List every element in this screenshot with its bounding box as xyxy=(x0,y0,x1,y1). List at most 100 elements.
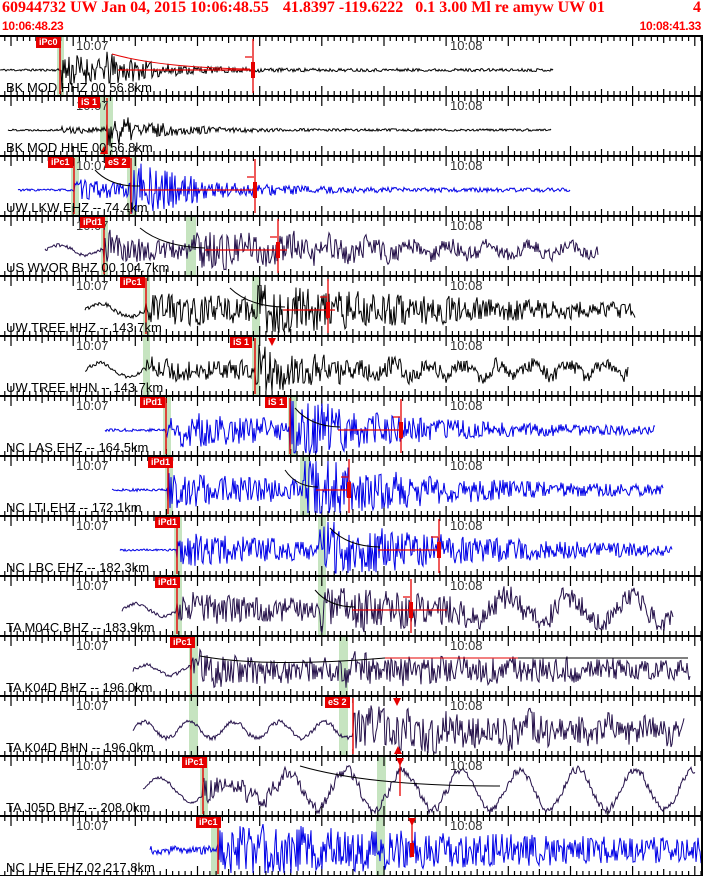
seismogram-trace xyxy=(104,400,656,455)
seismogram-trace xyxy=(84,344,629,392)
trace-row[interactable]: 10:07 10:08 iPd1 NC LTI EHZ -- 172.1km xyxy=(0,455,701,515)
pick-flag[interactable]: iPc1 xyxy=(170,637,195,648)
waveform-canvas[interactable] xyxy=(0,337,701,395)
seismogram-trace xyxy=(132,648,691,689)
time-tick-label: 10:08 xyxy=(450,638,483,653)
waveform-canvas[interactable] xyxy=(0,37,701,95)
time-window: 10:06:48.23 10:08:41.33 xyxy=(2,19,701,33)
waveform-canvas[interactable] xyxy=(0,577,701,635)
trace-row[interactable]: 10:07 10:08 iPc0 BK MOD HHZ 00 56.8km xyxy=(0,35,701,95)
pick-flag[interactable]: iPd1 xyxy=(80,217,106,228)
time-tick-label: 10:08 xyxy=(450,218,483,233)
station-label: US WVOR BHZ 00 104.7km xyxy=(6,260,170,275)
arrival-triangle-top[interactable] xyxy=(268,338,276,346)
coda-end-handle[interactable] xyxy=(251,62,255,78)
time-tick-label: 10:08 xyxy=(450,698,483,713)
bottom-tick-ruler xyxy=(4,746,701,755)
coda-end-handle[interactable] xyxy=(276,242,280,258)
seismogram-trace xyxy=(84,284,636,334)
seismogram-trace xyxy=(111,460,664,514)
pick-flag[interactable]: iPc0 xyxy=(36,37,61,48)
time-tick-label: 10:07 xyxy=(76,578,109,593)
bottom-tick-ruler xyxy=(4,86,701,95)
pick-flag[interactable]: iPd1 xyxy=(155,517,181,528)
pick-flag[interactable]: iPc1 xyxy=(120,277,145,288)
time-tick-label: 10:07 xyxy=(76,758,109,773)
trace-row[interactable]: 10:07 10:08 eS 2 TA K04D BHN -- 196.0km xyxy=(0,695,701,755)
trace-row[interactable]: 10:07 10:08 iPc1 UW TREE HHZ -- 143.7km xyxy=(0,275,701,335)
top-tick-ruler xyxy=(4,277,701,286)
coda-decay-curve xyxy=(294,407,341,428)
top-tick-ruler xyxy=(4,217,701,226)
waveform-canvas[interactable] xyxy=(0,277,701,335)
trace-row[interactable]: 10:07 10:08 iPc1 eS 2 UW LKW EHZ -- 74.4km xyxy=(0,155,701,215)
trace-row[interactable]: 10:07 10:08 iPd1 TA M04C BHZ -- 183.9km xyxy=(0,575,701,635)
time-tick-label: 10:07 xyxy=(76,398,109,413)
coda-decay-curve xyxy=(111,53,251,70)
pick-flag[interactable]: iS 1 xyxy=(78,97,101,108)
trace-row[interactable]: 10:07 10:08 iPc1 TA K04D BHZ -- 196.0km xyxy=(0,635,701,695)
arrival-triangle-bottom[interactable] xyxy=(394,746,402,754)
top-tick-ruler xyxy=(4,157,701,166)
time-tick-label: 10:07 xyxy=(76,818,109,833)
waveform-canvas[interactable] xyxy=(0,637,701,695)
pick-flag[interactable]: iPd1 xyxy=(140,397,166,408)
phase-window-band xyxy=(211,817,220,875)
coda-decay-curve xyxy=(229,287,286,308)
coda-end-handle[interactable] xyxy=(347,482,351,498)
bottom-tick-ruler xyxy=(4,866,701,875)
seismogram-trace xyxy=(149,823,701,874)
time-tick-label: 10:08 xyxy=(450,518,483,533)
waveform-canvas[interactable] xyxy=(0,457,701,515)
coda-end-handle[interactable] xyxy=(253,182,257,198)
coda-end-handle[interactable] xyxy=(326,302,330,318)
pick-flag[interactable]: eS 2 xyxy=(105,157,130,168)
trace-row[interactable]: 10:07 10:08 iPc1 TA J05D BHZ -- 208.0km xyxy=(0,755,701,815)
waveform-canvas[interactable] xyxy=(0,397,701,455)
waveform-canvas[interactable] xyxy=(0,157,701,215)
coda-decay-curve xyxy=(284,469,319,488)
seismogram-trace xyxy=(44,229,599,271)
window-start-time: 10:06:48.23 xyxy=(2,19,64,33)
top-tick-ruler xyxy=(4,397,701,406)
event-id-time: 60944732 UW Jan 04, 2015 10:06:48.55 xyxy=(2,0,269,16)
pick-flag[interactable]: iPd1 xyxy=(148,457,174,468)
waveform-canvas[interactable] xyxy=(0,817,701,875)
time-tick-label: 10:07 xyxy=(76,458,109,473)
trace-row[interactable]: 10:07 10:08 iPc1 NC LHE EHZ 02 217.8km xyxy=(0,815,701,876)
trace-row[interactable]: 10:07 10:08 iPd1 iS 1 NC LAS EHZ -- 164.5km xyxy=(0,395,701,455)
coda-decay-curve xyxy=(139,227,206,249)
time-tick-label: 10:08 xyxy=(450,158,483,173)
arrival-triangle-bottom[interactable] xyxy=(100,146,108,154)
phase-window-band xyxy=(252,337,260,395)
pick-flag[interactable]: iPd1 xyxy=(155,577,181,588)
pick-flag[interactable]: eS 2 xyxy=(325,697,350,708)
pick-flag[interactable]: iS 1 xyxy=(230,337,253,348)
trace-row[interactable]: 10:07 10:08 iS 1 UW TREE HHN -- 143.7km xyxy=(0,335,701,395)
coda-end-handle[interactable] xyxy=(399,422,403,438)
time-tick-label: 10:08 xyxy=(450,458,483,473)
pick-flag[interactable]: iPc1 xyxy=(182,757,207,768)
arrival-handle[interactable] xyxy=(410,843,414,857)
waveform-canvas[interactable] xyxy=(0,217,701,275)
top-tick-ruler xyxy=(4,337,701,346)
station-label: BK MOD HHE 00 56.8km xyxy=(6,140,153,155)
waveform-canvas[interactable] xyxy=(0,97,701,155)
waveform-canvas[interactable] xyxy=(0,517,701,575)
waveform-canvas[interactable] xyxy=(0,697,701,755)
time-tick-label: 10:07 xyxy=(76,278,109,293)
time-tick-label: 10:07 xyxy=(76,38,109,53)
coda-end-handle[interactable] xyxy=(437,542,441,558)
time-tick-label: 10:07 xyxy=(76,638,109,653)
pick-flag[interactable]: iPc1 xyxy=(196,817,221,828)
seismogram-trace xyxy=(0,51,554,90)
trace-row[interactable]: 10:07 10:08 iPd1 NC LBC EHZ -- 182.3km xyxy=(0,515,701,575)
seismogram-trace xyxy=(132,705,685,754)
coda-end-handle[interactable] xyxy=(409,602,413,618)
pick-flag[interactable]: iS 1 xyxy=(265,397,288,408)
station-label: TA K04D BHZ -- 196.0km xyxy=(6,680,153,695)
pick-flag[interactable]: iPc1 xyxy=(48,157,73,168)
arrival-triangle-top[interactable] xyxy=(393,698,401,706)
